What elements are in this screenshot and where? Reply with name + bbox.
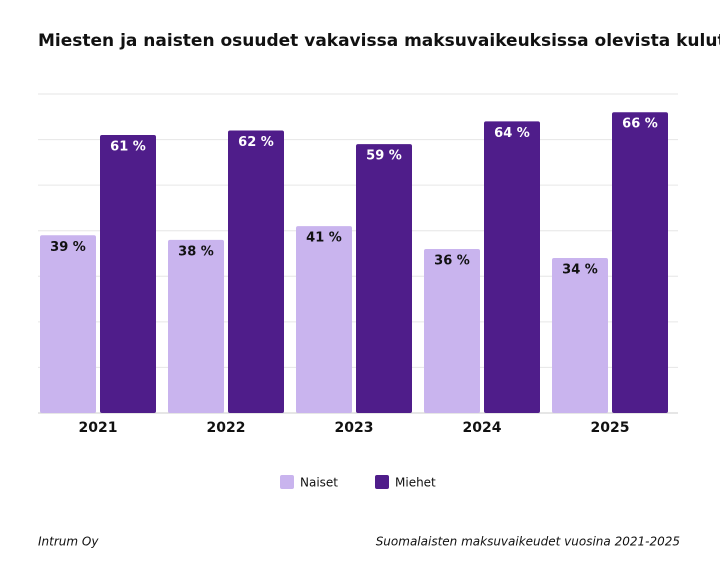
legend-swatch xyxy=(375,475,389,489)
note: Suomalaisten maksuvaikeudet vuosina 2021… xyxy=(376,535,680,549)
bar xyxy=(40,235,96,413)
value-label: 38 % xyxy=(178,244,214,259)
bar xyxy=(100,135,156,413)
chart-title: Miesten ja naisten osuudet vakavissa mak… xyxy=(38,31,720,51)
bar xyxy=(228,130,284,413)
bar xyxy=(424,248,480,413)
x-tick-label: 2025 xyxy=(591,420,630,436)
bar xyxy=(484,121,540,413)
value-label: 36 % xyxy=(434,253,470,268)
x-tick-label: 2022 xyxy=(207,420,246,436)
x-tick-label: 2021 xyxy=(79,420,118,436)
bar xyxy=(168,239,224,413)
bar xyxy=(612,112,668,413)
value-label: 62 % xyxy=(238,135,274,150)
bar xyxy=(552,258,608,413)
value-label: 39 % xyxy=(50,240,86,255)
x-tick-label: 2024 xyxy=(463,420,502,436)
legend-label: Naiset xyxy=(300,476,338,490)
value-label: 34 % xyxy=(562,263,598,278)
legend-swatch xyxy=(280,475,294,489)
value-label: 41 % xyxy=(306,231,342,246)
x-tick-label: 2023 xyxy=(335,420,374,436)
source: Intrum Oy xyxy=(38,535,99,549)
value-label: 66 % xyxy=(622,117,658,132)
value-label: 64 % xyxy=(494,126,530,141)
bar xyxy=(296,226,352,413)
legend-label: Miehet xyxy=(395,476,436,490)
value-label: 59 % xyxy=(366,149,402,164)
bar xyxy=(356,144,412,413)
value-label: 61 % xyxy=(110,140,146,155)
